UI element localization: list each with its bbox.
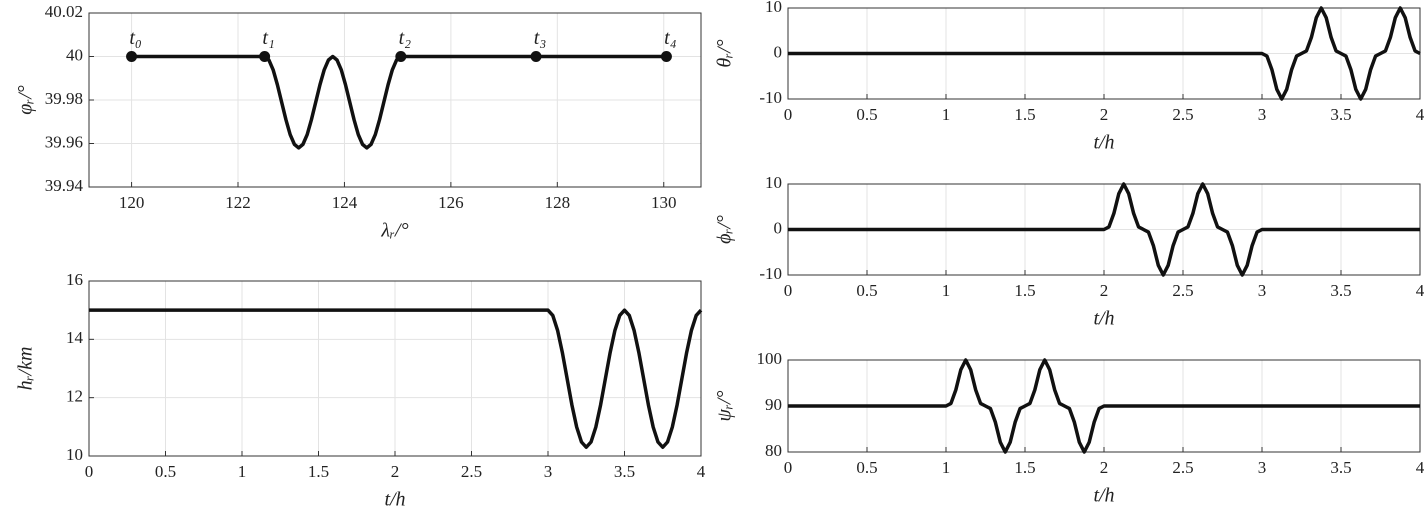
x-tick-label: 1	[942, 458, 951, 477]
data-line	[131, 54, 667, 150]
y-axis-label: θᵣ/°	[714, 39, 736, 67]
x-tick-label: 0	[85, 462, 94, 481]
x-tick-label: 2	[1100, 105, 1109, 124]
x-tick-label: 0	[784, 281, 793, 300]
marker	[126, 51, 138, 62]
marker-label: t₂	[399, 27, 412, 49]
x-tick-label: 1.5	[1014, 105, 1035, 124]
y-tick-label: 90	[765, 395, 782, 414]
x-tick-label: 3.5	[1330, 281, 1351, 300]
x-axis-label: t/h	[1093, 485, 1114, 507]
data-line	[89, 308, 703, 449]
x-tick-label: 4	[1416, 281, 1425, 300]
marker-label: t₀	[129, 27, 142, 49]
marker	[660, 51, 672, 62]
y-tick-label: 39.96	[45, 132, 83, 151]
data-line	[788, 358, 1420, 454]
x-tick-label: 126	[438, 193, 464, 212]
y-tick-label: 16	[66, 270, 83, 289]
marker	[259, 51, 271, 62]
x-tick-label: 2.5	[1172, 458, 1193, 477]
x-tick-label: 4	[1416, 458, 1425, 477]
x-tick-label: 1.5	[308, 462, 329, 481]
y-tick-label: 12	[66, 387, 83, 406]
x-tick-label: 1.5	[1014, 281, 1035, 300]
y-tick-label: -10	[759, 264, 782, 283]
y-tick-label: 0	[774, 218, 783, 237]
x-tick-label: 2	[1100, 281, 1109, 300]
x-tick-label: 3.5	[614, 462, 635, 481]
y-tick-label: -10	[759, 88, 782, 107]
x-axis-label: t/h	[1093, 132, 1114, 154]
marker	[530, 51, 542, 62]
x-tick-label: 3.5	[1330, 458, 1351, 477]
x-axis-label: t/h	[384, 489, 405, 511]
x-tick-label: 130	[651, 193, 677, 212]
x-tick-label: 3	[1258, 105, 1267, 124]
x-tick-label: 0.5	[856, 281, 877, 300]
y-tick-label: 10	[765, 0, 782, 16]
y-tick-label: 39.94	[45, 176, 84, 195]
x-tick-label: 2.5	[1172, 281, 1193, 300]
y-axis-label: ϕᵣ/°	[714, 215, 736, 244]
x-axis-label: λᵣ/°	[380, 220, 408, 242]
y-axis-label: φᵣ/°	[15, 85, 37, 115]
y-tick-label: 80	[765, 441, 782, 460]
x-tick-label: 1.5	[1014, 458, 1035, 477]
x-tick-label: 3	[1258, 281, 1267, 300]
marker-label: t₃	[534, 27, 547, 49]
x-tick-label: 0	[784, 458, 793, 477]
y-tick-label: 39.98	[45, 89, 83, 108]
x-tick-label: 120	[119, 193, 145, 212]
marker	[395, 51, 407, 62]
x-tick-label: 1	[238, 462, 247, 481]
x-tick-label: 2.5	[461, 462, 482, 481]
x-tick-label: 124	[332, 193, 358, 212]
y-tick-label: 40.02	[45, 2, 83, 21]
x-axis-label: t/h	[1093, 308, 1114, 330]
x-tick-label: 2	[391, 462, 400, 481]
x-tick-label: 3.5	[1330, 105, 1351, 124]
x-tick-label: 1	[942, 281, 951, 300]
data-line	[788, 6, 1421, 101]
y-tick-label: 100	[757, 349, 783, 368]
marker-label: t₄	[664, 27, 677, 49]
y-axis-label: hᵣ/km	[15, 347, 37, 391]
x-tick-label: 3	[544, 462, 553, 481]
x-tick-label: 0.5	[856, 105, 877, 124]
marker-label: t₁	[262, 27, 275, 49]
x-tick-label: 2.5	[1172, 105, 1193, 124]
x-tick-label: 4	[1416, 105, 1425, 124]
x-tick-label: 122	[225, 193, 251, 212]
x-tick-label: 0.5	[155, 462, 176, 481]
plot-frame	[88, 280, 702, 457]
y-tick-label: 40	[66, 45, 83, 64]
y-tick-label: 0	[774, 42, 783, 61]
x-tick-label: 1	[942, 105, 951, 124]
x-tick-label: 0	[784, 105, 793, 124]
x-tick-label: 2	[1100, 458, 1109, 477]
y-tick-label: 10	[765, 173, 782, 192]
x-tick-label: 4	[697, 462, 706, 481]
plot-frame	[88, 12, 702, 188]
data-line	[788, 182, 1420, 277]
y-axis-label: ψᵣ/°	[714, 391, 736, 422]
x-tick-label: 128	[545, 193, 571, 212]
x-tick-label: 0.5	[856, 458, 877, 477]
x-tick-label: 3	[1258, 458, 1267, 477]
y-tick-label: 14	[66, 328, 84, 347]
y-tick-label: 10	[66, 445, 83, 464]
